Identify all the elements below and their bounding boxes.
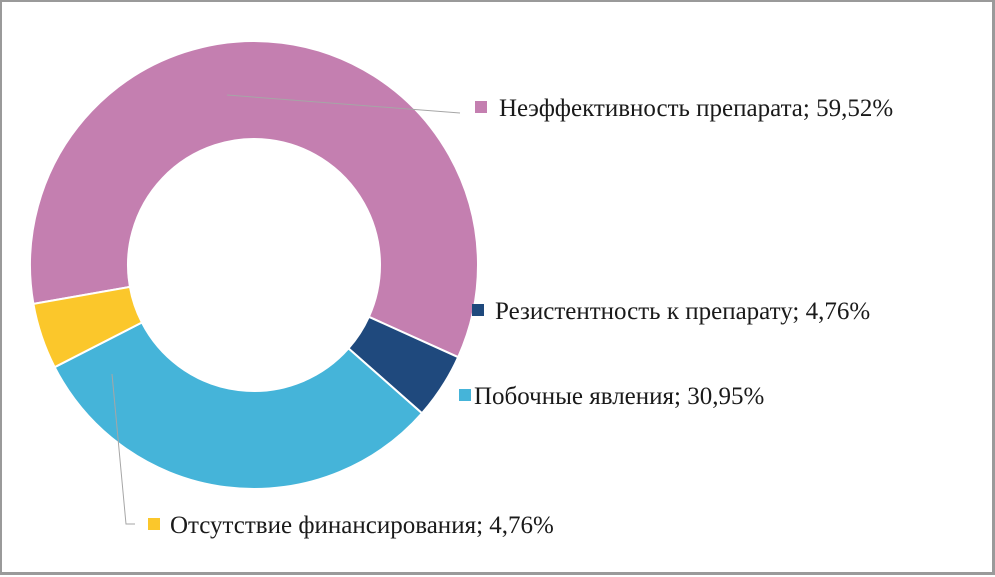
donut-slices [29,40,479,490]
leader-line-3 [111,373,135,525]
label-marker-3 [148,518,160,530]
leader-line-0 [226,94,461,114]
label-marker-1 [472,304,484,316]
label-marker-2 [459,389,471,401]
donut-slice-3 [32,285,144,369]
data-label-3: Отсутствие финансирования; 4,76% [170,512,554,539]
donut-slice-2 [53,321,424,490]
leader-lines [111,94,461,525]
data-label-1: Резистентность к препарату; 4,76% [495,298,870,325]
donut-slice-0 [29,40,479,359]
label-marker-0 [475,101,487,113]
label-markers [148,101,487,530]
data-labels: Неэффективность препарата; 59,52% Резист… [170,95,893,539]
data-label-0: Неэффективность препарата; 59,52% [499,95,893,122]
data-label-2: Побочные явления; 30,95% [474,383,764,410]
